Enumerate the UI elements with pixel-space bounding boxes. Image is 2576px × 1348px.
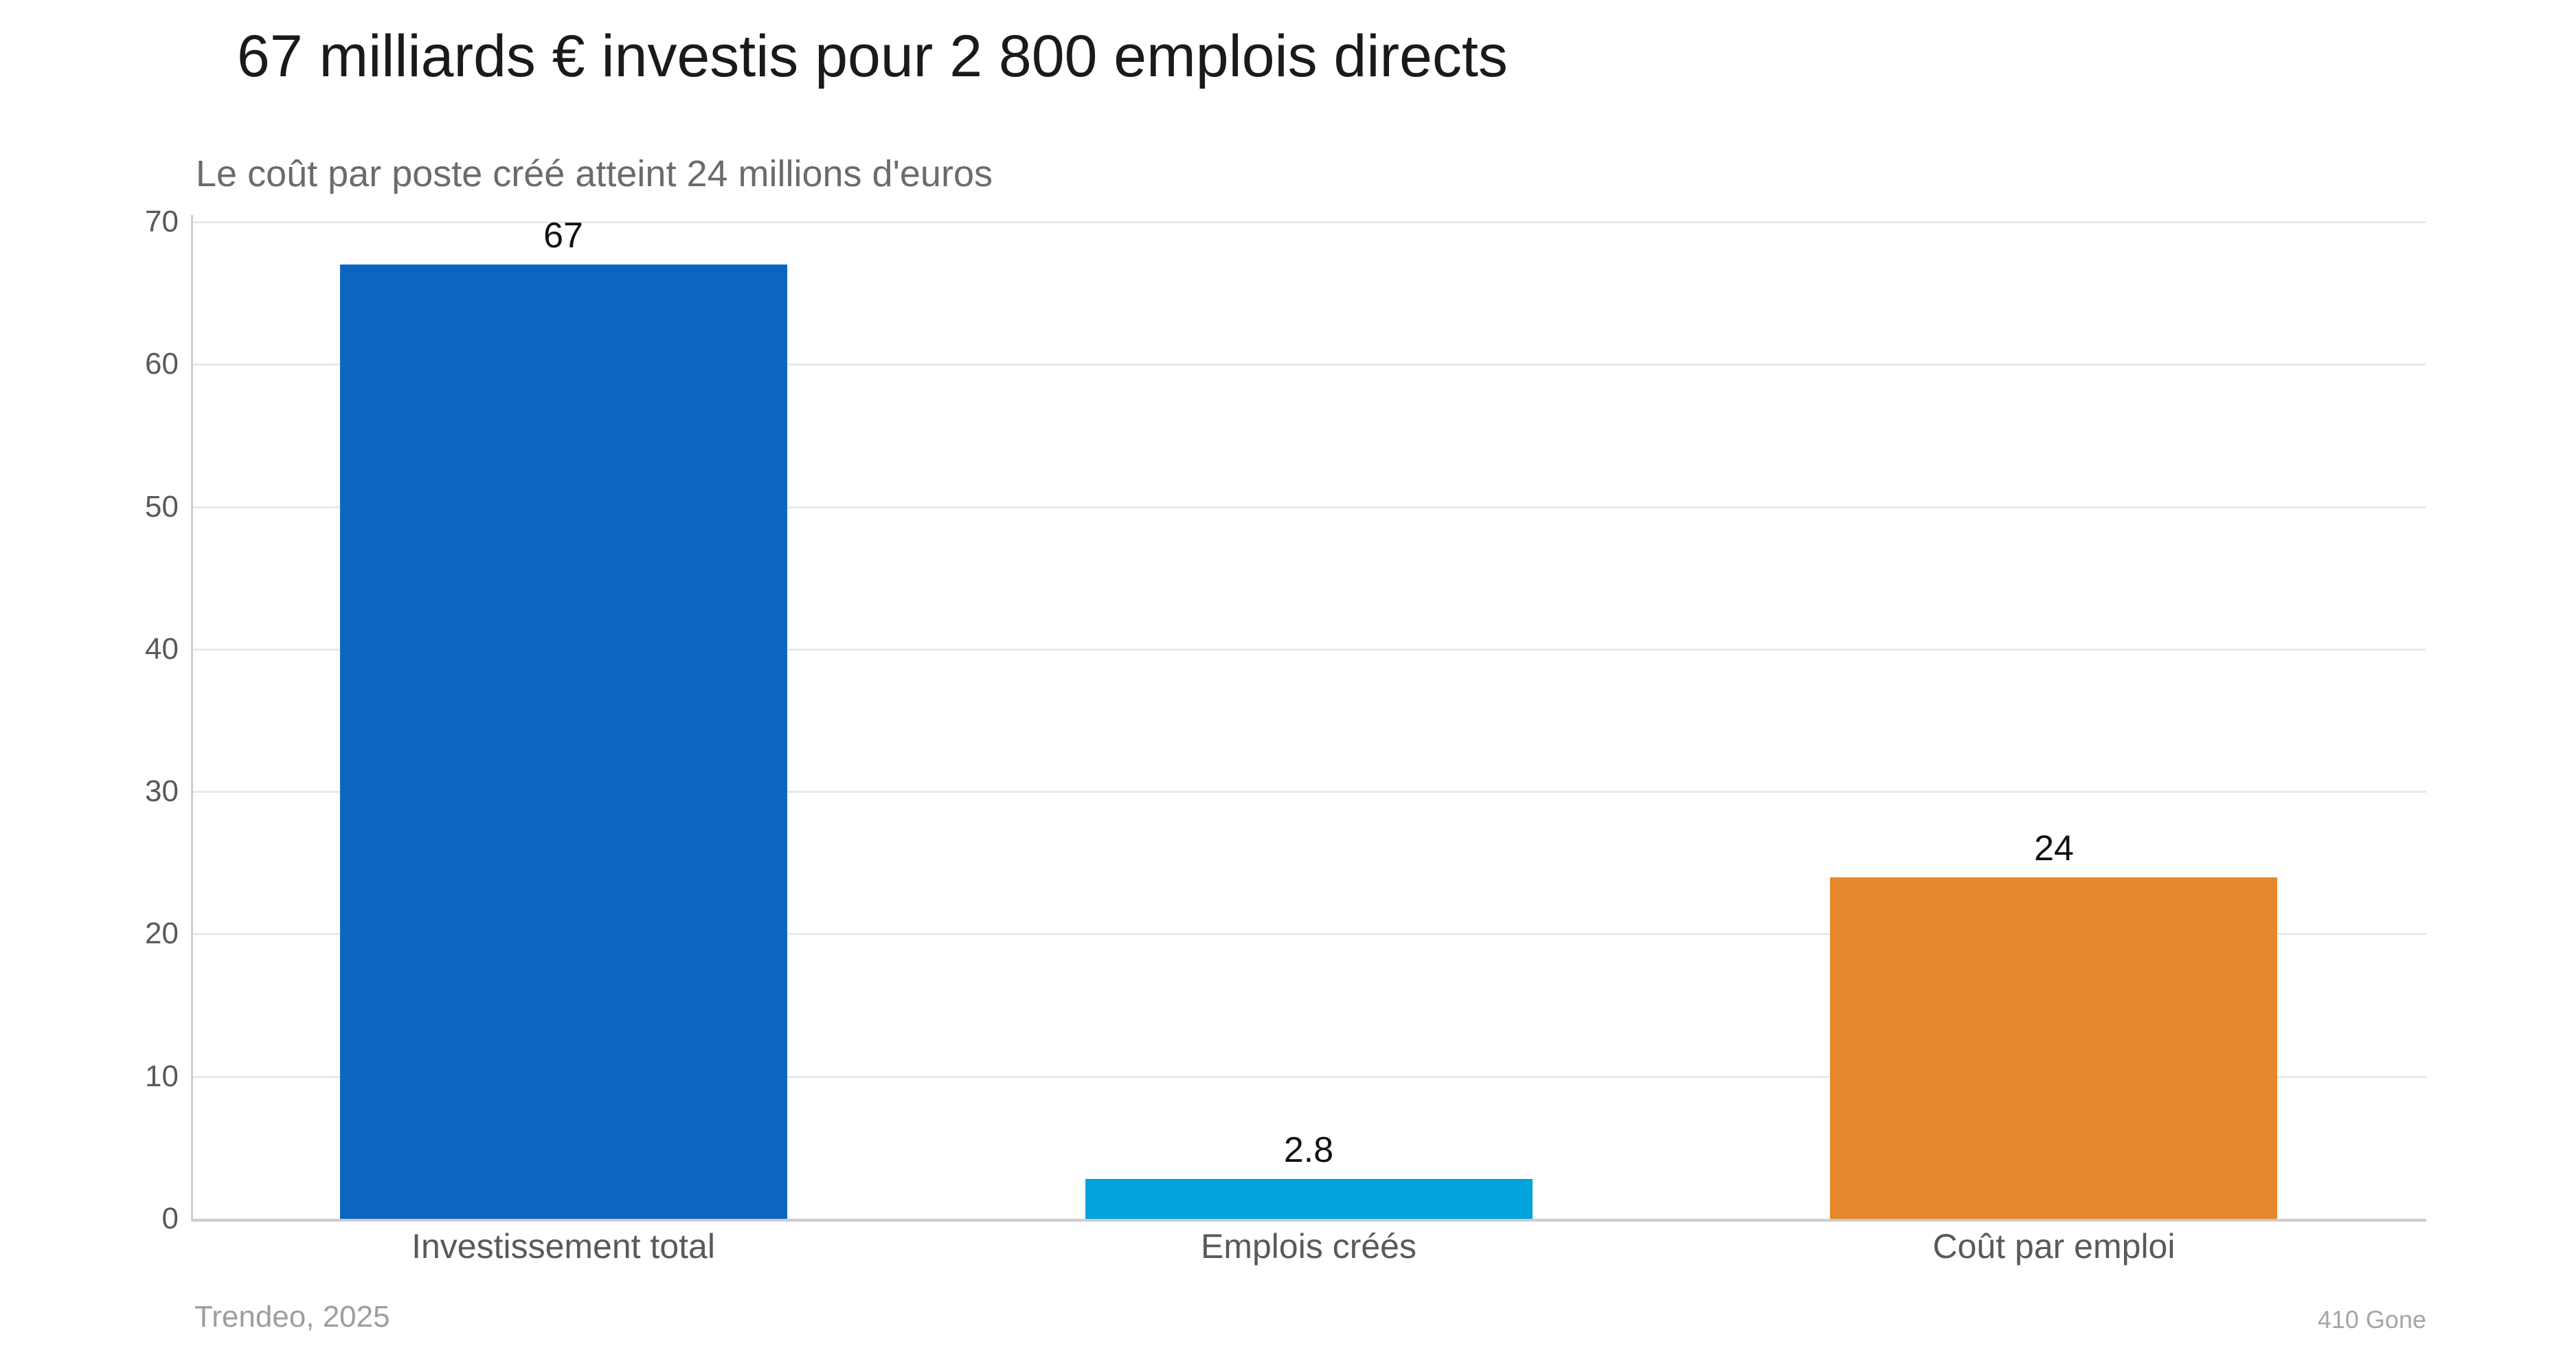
x-axis-category-label: Coût par emploi (1932, 1227, 2176, 1266)
x-axis-category-label: Investissement total (411, 1227, 715, 1266)
source-caption: Trendeo, 2025 (194, 1300, 390, 1334)
gridline (191, 933, 2426, 935)
y-axis-tick-label: 50 (145, 490, 179, 524)
y-axis-tick-label: 10 (145, 1059, 179, 1093)
y-axis-line (191, 215, 193, 1222)
x-axis-category-label: Emplois créés (1201, 1227, 1416, 1266)
y-axis-tick-label: 40 (145, 632, 179, 666)
bar-investissement-total[interactable] (340, 265, 787, 1219)
gridline (191, 506, 2426, 508)
chart-subtitle: Le coût par poste créé atteint 24 millio… (196, 153, 993, 194)
gridline (191, 649, 2426, 651)
chart-title: 67 milliards € investis pour 2 800 emplo… (237, 23, 1508, 89)
bar-emplois-crees[interactable] (1085, 1179, 1533, 1219)
y-axis-tick-label: 20 (145, 917, 179, 950)
bar-value-label: 2.8 (1283, 1130, 1334, 1170)
bar-value-label: 24 (2034, 829, 2074, 868)
y-axis-tick-label: 0 (161, 1202, 179, 1235)
gridline (191, 1076, 2426, 1078)
watermark-text: 410 Gone (2317, 1305, 2426, 1334)
gridline (191, 791, 2426, 793)
bar-cout-par-emploi[interactable] (1830, 877, 2277, 1219)
gridline (191, 363, 2426, 366)
y-axis-tick-label: 60 (145, 347, 179, 381)
y-axis-tick-label: 70 (145, 205, 179, 238)
bar-value-label: 67 (543, 216, 583, 256)
y-axis-tick-label: 30 (145, 774, 179, 808)
x-axis-line (191, 1219, 2426, 1222)
gridline (191, 221, 2426, 223)
